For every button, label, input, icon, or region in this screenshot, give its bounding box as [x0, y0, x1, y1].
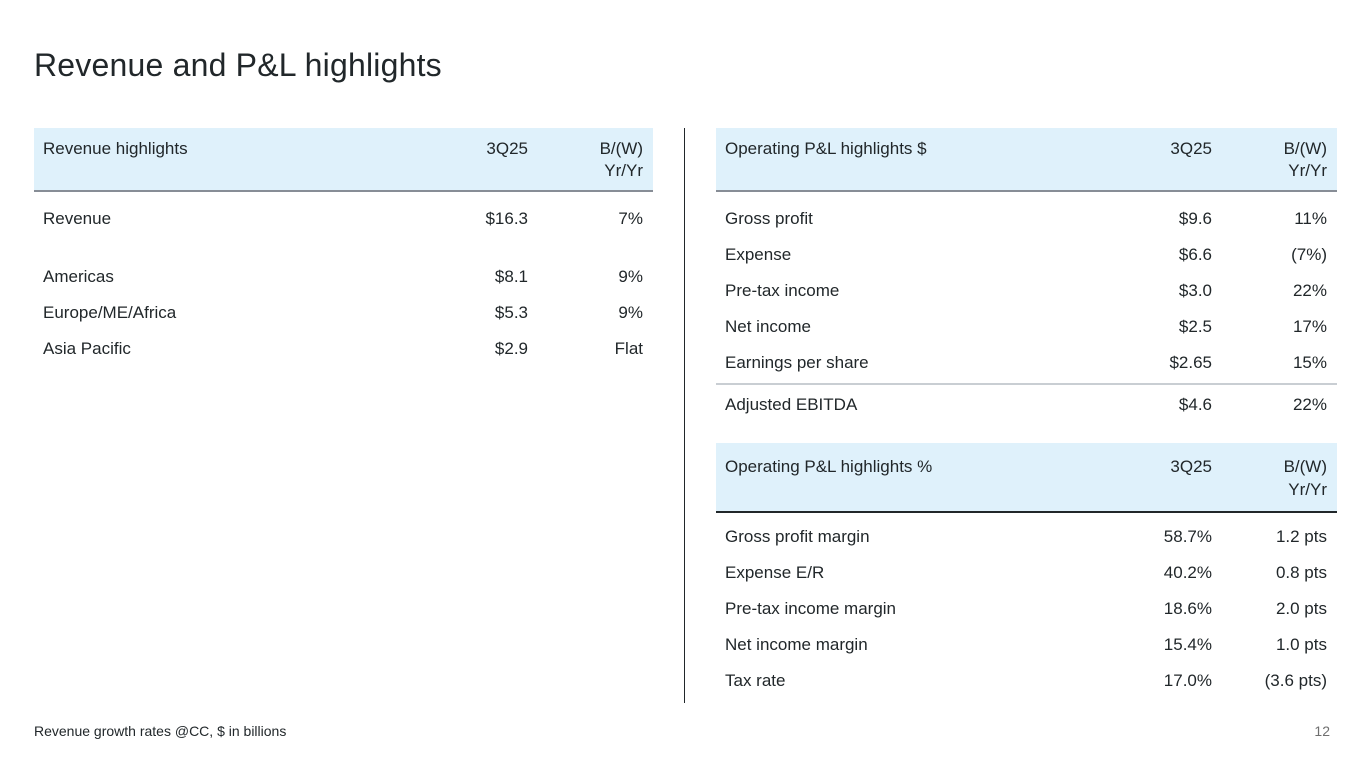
column-header-change-line2: Yr/Yr — [1288, 480, 1327, 499]
row-change: 1.0 pts — [1275, 635, 1327, 654]
row-label: Net income — [725, 317, 811, 336]
row-change: 15% — [1292, 353, 1327, 372]
table-row: Gross profit margin 58.7% 1.2 pts — [716, 519, 1337, 555]
row-label: Gross profit — [725, 209, 813, 228]
row-label: Pre-tax income margin — [725, 599, 897, 618]
row-value: $8.1 — [494, 267, 528, 286]
row-change: 9% — [618, 267, 643, 286]
row-change: 7% — [618, 209, 643, 228]
column-header-change: B/(W) Yr/Yr — [1212, 138, 1327, 182]
column-header-change-line2: Yr/Yr — [1288, 161, 1327, 180]
pnl-dollar-table: Operating P&L highlights $ 3Q25 B/(W) Yr… — [716, 128, 1337, 425]
pnl-percent-table: Operating P&L highlights % 3Q25 B/(W) Yr… — [716, 443, 1337, 699]
row-value: 40.2% — [1163, 563, 1212, 582]
row-change: (7%) — [1291, 245, 1327, 264]
row-label: Revenue — [43, 209, 112, 228]
row-change: 11% — [1294, 209, 1327, 228]
row-label: Expense E/R — [725, 563, 825, 582]
row-change: 2.0 pts — [1275, 599, 1327, 618]
row-label: Earnings per share — [725, 353, 869, 372]
table-row: Expense $6.6 (7%) — [716, 237, 1337, 273]
row-spacer — [34, 237, 653, 259]
table-row: Pre-tax income $3.0 22% — [716, 273, 1337, 309]
table-header: Operating P&L highlights % 3Q25 B/(W) Yr… — [716, 443, 1337, 513]
row-change: 1.2 pts — [1275, 527, 1327, 546]
row-label: Gross profit margin — [725, 527, 870, 546]
vertical-divider — [684, 128, 685, 703]
row-label: Europe/ME/Africa — [43, 303, 177, 322]
row-label: Expense — [725, 245, 792, 264]
row-value: 58.7% — [1163, 527, 1212, 546]
table-body: Gross profit $9.6 11% Expense $6.6 (7%) … — [716, 192, 1337, 425]
row-change: 22% — [1292, 395, 1327, 414]
page-number: 12 — [1314, 723, 1330, 739]
table-body: Gross profit margin 58.7% 1.2 pts Expens… — [716, 513, 1337, 699]
table-row: Net income margin 15.4% 1.0 pts — [716, 627, 1337, 663]
table-row: Expense E/R 40.2% 0.8 pts — [716, 555, 1337, 591]
table-row: Asia Pacific $2.9 Flat — [34, 331, 653, 367]
row-value: 18.6% — [1163, 599, 1212, 618]
row-change: 22% — [1292, 281, 1327, 300]
table-row-summary: Adjusted EBITDA $4.6 22% — [716, 385, 1337, 425]
row-value: $6.6 — [1178, 245, 1212, 264]
row-value: $5.3 — [494, 303, 528, 322]
table-title: Operating P&L highlights % — [725, 457, 933, 476]
row-value: $4.6 — [1178, 395, 1212, 414]
table-row: Pre-tax income margin 18.6% 2.0 pts — [716, 591, 1337, 627]
table-row: Earnings per share $2.65 15% — [716, 345, 1337, 381]
row-value: $2.9 — [494, 339, 528, 358]
row-change: 0.8 pts — [1275, 563, 1327, 582]
table-row: Europe/ME/Africa $5.3 9% — [34, 295, 653, 331]
row-label: Americas — [43, 267, 114, 286]
table-header: Revenue highlights 3Q25 B/(W) Yr/Yr — [34, 128, 653, 192]
row-value: $2.5 — [1178, 317, 1212, 336]
row-label: Net income margin — [725, 635, 868, 654]
column-header-change-line2: Yr/Yr — [604, 161, 643, 180]
column-header-period: 3Q25 — [1170, 457, 1212, 476]
column-header-change-line1: B/(W) — [599, 139, 643, 158]
row-value: $16.3 — [485, 209, 528, 228]
footnote: Revenue growth rates @CC, $ in billions — [34, 723, 287, 739]
table-title: Revenue highlights — [43, 139, 188, 158]
column-header-change-line1: B/(W) — [1283, 457, 1327, 476]
row-value: $2.65 — [1169, 353, 1212, 372]
table-title: Operating P&L highlights $ — [725, 139, 927, 158]
row-value: 15.4% — [1163, 635, 1212, 654]
column-header-change-line1: B/(W) — [1283, 139, 1327, 158]
row-label: Pre-tax income — [725, 281, 840, 300]
table-header: Operating P&L highlights $ 3Q25 B/(W) Yr… — [716, 128, 1337, 192]
table-row: Revenue $16.3 7% — [34, 201, 653, 237]
row-change: (3.6 pts) — [1264, 671, 1327, 690]
row-label: Adjusted EBITDA — [725, 395, 858, 414]
summary-divider — [716, 383, 1337, 385]
column-header-period: 3Q25 — [486, 139, 528, 158]
table-row: Americas $8.1 9% — [34, 259, 653, 295]
row-value: $3.0 — [1178, 281, 1212, 300]
row-value: $9.6 — [1178, 209, 1212, 228]
row-label: Asia Pacific — [43, 339, 131, 358]
column-header-change: B/(W) Yr/Yr — [1212, 455, 1327, 501]
row-change: 17% — [1292, 317, 1327, 336]
table-row: Tax rate 17.0% (3.6 pts) — [716, 663, 1337, 699]
column-header-period: 3Q25 — [1170, 139, 1212, 158]
column-header-change: B/(W) Yr/Yr — [528, 138, 643, 182]
table-row: Net income $2.5 17% — [716, 309, 1337, 345]
table-body: Revenue $16.3 7% Americas $8.1 9% Europe… — [34, 192, 653, 367]
row-label: Tax rate — [725, 671, 786, 690]
page-title: Revenue and P&L highlights — [34, 47, 442, 84]
row-value: 17.0% — [1163, 671, 1212, 690]
table-row: Gross profit $9.6 11% — [716, 201, 1337, 237]
revenue-highlights-table: Revenue highlights 3Q25 B/(W) Yr/Yr Reve… — [34, 128, 653, 367]
pnl-panel: Operating P&L highlights $ 3Q25 B/(W) Yr… — [716, 128, 1337, 699]
row-change: 9% — [618, 303, 643, 322]
row-change: Flat — [614, 339, 643, 358]
